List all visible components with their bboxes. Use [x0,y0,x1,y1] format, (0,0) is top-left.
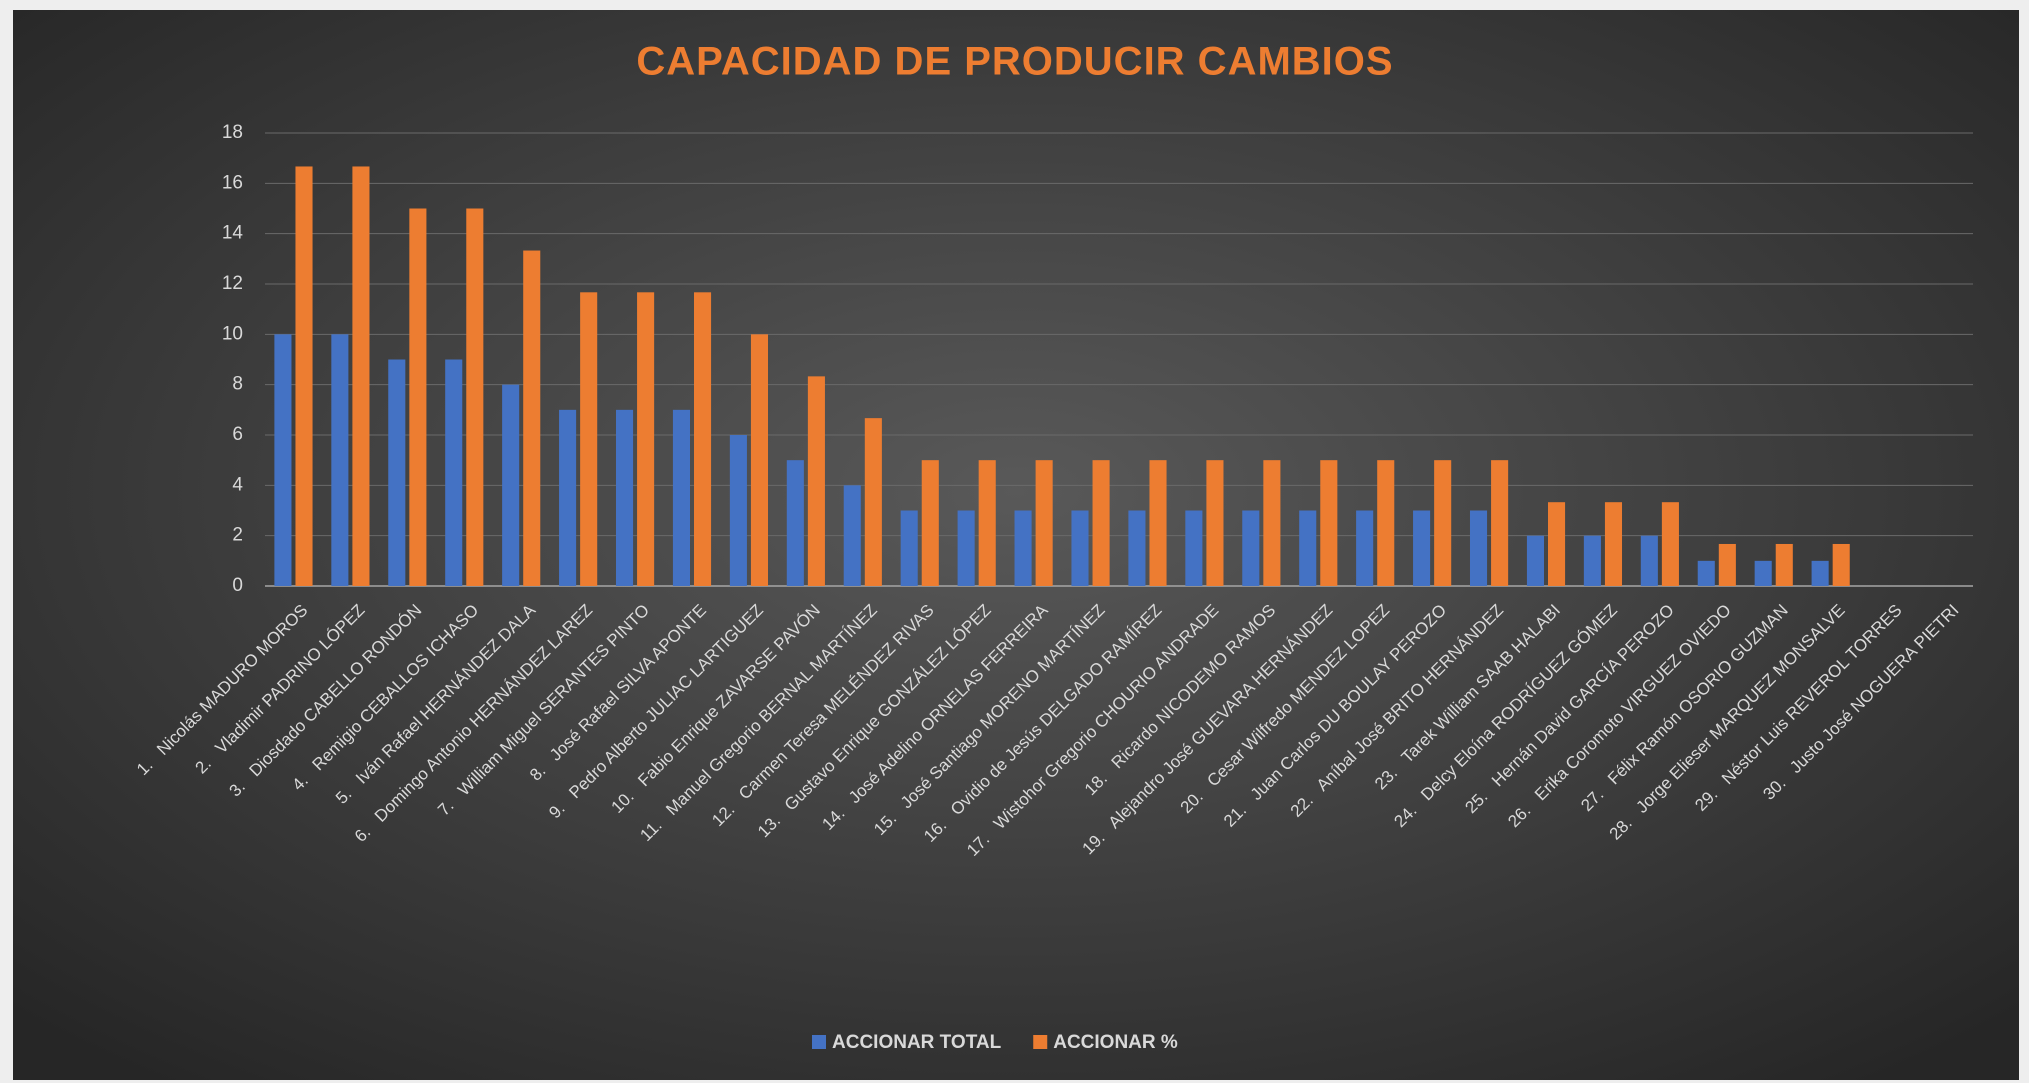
bar [1242,510,1260,586]
bar [1071,510,1089,586]
bar [1583,535,1601,586]
bar [1811,560,1829,586]
bar [864,418,882,586]
y-tick-label: 18 [222,122,243,143]
bar [750,334,769,586]
bar [843,485,861,586]
bar [502,384,520,586]
bar [1092,460,1110,586]
bar [1035,460,1053,586]
bar [615,409,634,586]
bar [900,510,918,586]
bar [1491,460,1509,586]
bar [1640,535,1658,586]
bar [1185,510,1203,586]
bar [1718,543,1736,586]
bar [388,359,406,586]
bar [352,166,370,586]
bar [1206,460,1224,586]
bar [523,250,541,587]
bar [1263,460,1281,586]
bar [1661,502,1679,586]
bar [729,435,747,586]
bar [274,334,292,586]
bar [295,166,313,586]
chart-title: CAPACIDAD DE PRODUCIR CAMBIOS [636,40,1393,84]
bar [1320,460,1338,586]
bar [1697,560,1715,586]
bar [786,460,804,586]
bar [957,510,975,586]
bar [331,334,349,586]
y-tick-label: 6 [232,424,243,445]
bar [921,460,939,586]
bar [807,376,825,586]
bar [445,359,463,586]
legend-swatch [1033,1035,1048,1049]
bar [1434,460,1452,586]
bar [559,409,577,586]
y-tick-label: 2 [232,525,243,546]
y-tick-label: 16 [222,172,243,193]
bar [637,292,655,586]
y-tick-label: 14 [222,223,244,244]
bar [694,292,712,586]
bar [1014,510,1032,586]
bar [978,460,996,586]
bar [1775,543,1793,586]
bar [672,409,690,586]
bar [1604,502,1623,586]
bar [1548,502,1566,586]
bar [1377,460,1395,586]
bar [409,208,427,586]
y-tick-label: 10 [222,323,243,344]
y-tick-label: 8 [232,374,243,395]
y-tick-label: 0 [232,575,243,596]
bar [1356,510,1374,586]
bar [1299,510,1317,586]
bar [580,292,598,586]
bar [1526,535,1544,586]
bar [1149,460,1167,586]
bar [1832,543,1850,586]
y-tick-label: 12 [222,273,243,294]
bar [1754,560,1772,586]
legend-label: ACCIONAR % [1053,1032,1178,1053]
bar [1128,510,1146,586]
y-tick-label: 4 [232,474,243,495]
bar [1469,510,1488,586]
legend-label: ACCIONAR TOTAL [832,1032,1002,1053]
bar [1413,510,1431,586]
legend-swatch [812,1035,826,1049]
bar [466,208,484,586]
